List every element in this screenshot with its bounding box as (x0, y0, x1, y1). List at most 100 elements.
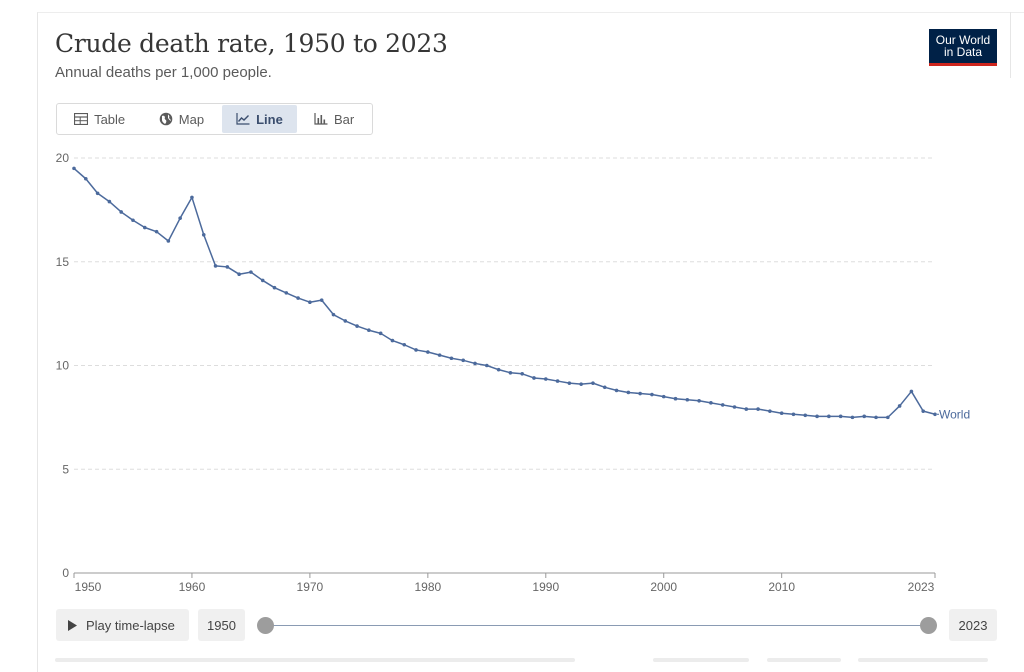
data-point[interactable] (933, 412, 937, 417)
data-point[interactable] (709, 401, 713, 405)
data-point[interactable] (296, 296, 300, 300)
logo-line-2: in Data (943, 45, 983, 59)
data-point[interactable] (319, 298, 324, 302)
data-point[interactable] (272, 285, 277, 290)
data-point[interactable] (213, 264, 218, 268)
data-point[interactable] (449, 356, 454, 361)
data-point[interactable] (756, 407, 760, 411)
data-point[interactable] (107, 199, 112, 204)
data-point[interactable] (95, 191, 100, 196)
data-point[interactable] (591, 381, 595, 385)
data-point[interactable] (260, 278, 265, 283)
data-point[interactable] (543, 377, 548, 381)
data-point[interactable] (166, 239, 171, 243)
end-year-box[interactable]: 2023 (949, 609, 997, 641)
data-point[interactable] (803, 413, 808, 418)
data-point[interactable] (862, 414, 867, 419)
data-point[interactable] (661, 394, 666, 399)
data-point[interactable] (414, 348, 418, 352)
bar-chart-icon (314, 113, 328, 125)
footer-button[interactable] (767, 658, 841, 662)
data-point[interactable] (178, 216, 182, 220)
data-point[interactable] (473, 361, 477, 366)
data-point[interactable] (201, 232, 206, 237)
data-point[interactable] (779, 411, 784, 416)
data-point[interactable] (426, 350, 430, 354)
data-point[interactable] (83, 176, 88, 181)
series-label-world[interactable]: World (939, 407, 970, 421)
footer-placeholder-text (55, 658, 575, 662)
data-point[interactable] (131, 218, 135, 223)
data-point[interactable] (437, 353, 442, 357)
data-point[interactable] (921, 409, 926, 413)
data-point[interactable] (650, 392, 654, 397)
data-point[interactable] (744, 407, 749, 411)
data-point[interactable] (815, 414, 819, 419)
data-point[interactable] (685, 397, 690, 402)
data-point[interactable] (697, 398, 701, 403)
data-point[interactable] (402, 342, 407, 347)
tab-line[interactable]: Line (221, 105, 298, 133)
owid-logo[interactable]: Our World in Data (929, 29, 997, 66)
x-tick-label: 2000 (650, 580, 677, 594)
data-point[interactable] (579, 382, 583, 386)
data-point[interactable] (308, 300, 312, 305)
data-point[interactable] (827, 414, 831, 419)
data-point[interactable] (367, 328, 371, 333)
data-point[interactable] (154, 229, 159, 234)
y-tick-label: 20 (56, 151, 70, 165)
data-point[interactable] (485, 363, 489, 368)
data-point[interactable] (626, 390, 631, 395)
data-point[interactable] (142, 225, 147, 230)
data-point[interactable] (897, 404, 902, 408)
data-point[interactable] (791, 412, 796, 417)
data-point[interactable] (720, 403, 725, 407)
data-point[interactable] (732, 405, 737, 409)
data-point[interactable] (461, 358, 466, 363)
tab-bar[interactable]: Bar (297, 105, 371, 133)
data-point[interactable] (638, 391, 642, 396)
data-point[interactable] (673, 396, 678, 401)
data-point[interactable] (355, 324, 359, 328)
data-point[interactable] (390, 338, 395, 343)
start-year-box[interactable]: 1950 (198, 609, 245, 641)
data-point[interactable] (838, 414, 843, 419)
footer-button[interactable] (653, 658, 749, 662)
data-point[interactable] (190, 195, 194, 200)
data-point[interactable] (119, 210, 123, 214)
data-point[interactable] (520, 372, 524, 376)
chart-card (37, 12, 1024, 672)
line-chart: 0 5 10 15 20 1950 1960 1970 1980 1990 2000 2010 2023… (56, 151, 970, 594)
tab-table[interactable]: Table (58, 105, 141, 133)
footer-button[interactable] (858, 658, 988, 662)
data-point[interactable] (768, 409, 772, 413)
data-point[interactable] (72, 166, 76, 171)
data-point[interactable] (508, 370, 513, 375)
data-point[interactable] (555, 379, 560, 383)
timeline-end-handle[interactable] (920, 617, 937, 634)
data-point[interactable] (331, 312, 336, 317)
data-point[interactable] (378, 331, 383, 336)
data-point[interactable] (874, 415, 878, 420)
timeline-slider-track[interactable] (265, 625, 928, 626)
data-point[interactable] (602, 385, 607, 390)
data-point[interactable] (886, 415, 890, 420)
data-point[interactable] (532, 376, 536, 380)
logo-line-1: Our World (935, 33, 991, 47)
series-line-world[interactable] (73, 167, 936, 419)
data-point[interactable] (249, 270, 253, 274)
data-point[interactable] (343, 319, 348, 323)
data-point[interactable] (614, 388, 619, 393)
data-point[interactable] (909, 389, 914, 394)
data-point[interactable] (496, 367, 501, 372)
globe-icon (159, 112, 173, 126)
data-point[interactable] (567, 381, 572, 385)
x-tick-label: 2023 (908, 580, 935, 594)
data-point[interactable] (850, 415, 855, 420)
data-point[interactable] (225, 265, 230, 269)
tab-map[interactable]: Map (141, 105, 221, 133)
data-point[interactable] (237, 272, 241, 277)
play-timelapse-button[interactable]: Play time-lapse (56, 609, 189, 641)
timeline-start-handle[interactable] (257, 617, 274, 634)
data-point[interactable] (284, 291, 289, 295)
